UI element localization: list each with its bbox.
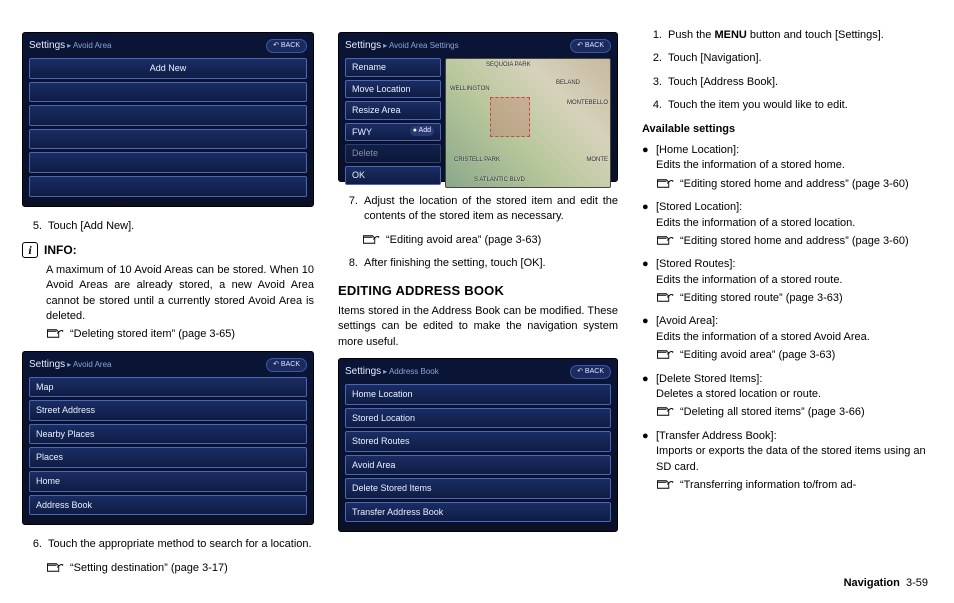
dev4-row: Avoid Area: [345, 455, 611, 476]
dev3-menu: Delete: [345, 144, 441, 163]
setting-name: [Stored Routes]:: [656, 257, 736, 272]
info-icon: i: [22, 242, 38, 258]
dev4-row: Home Location: [345, 384, 611, 405]
setting-xref: “Transferring information to/from ad-: [656, 478, 932, 493]
dev3-menu: Rename: [345, 58, 441, 77]
setting-xref: “Editing stored route” (page 3-63): [656, 291, 932, 306]
dev4-back-button: ↶ BACK: [570, 365, 611, 379]
dev2-row: Address Book: [29, 495, 307, 516]
fwy-badge: ● Add: [410, 126, 434, 136]
setting-name: [Avoid Area]:: [656, 314, 718, 329]
dev2-row: Nearby Places: [29, 424, 307, 445]
step-8: After finishing the setting, touch [OK].: [364, 256, 618, 271]
setting-xref: “Deleting all stored items” (page 3-66): [656, 405, 932, 420]
dev3-menu: Move Location: [345, 80, 441, 99]
step-6: Touch the appropriate method to search f…: [48, 537, 314, 552]
setting-desc: Edits the information of a stored route.: [656, 273, 932, 288]
steps-list: 1.Push the MENU button and touch [Settin…: [642, 28, 932, 114]
dev2-row: Home: [29, 471, 307, 492]
dev3-menu-fwy: FWY● Add: [345, 123, 441, 142]
heading-editing-address-book: EDITING ADDRESS BOOK: [338, 282, 618, 300]
xref-icon: [656, 478, 674, 491]
xref-icon: [656, 234, 674, 247]
setting-desc: Edits the information of a stored Avoid …: [656, 330, 932, 345]
dev2-row: Map: [29, 377, 307, 398]
setting-desc: Edits the information of a stored home.: [656, 158, 932, 173]
dev3-menu: OK: [345, 166, 441, 185]
xref-icon: [656, 348, 674, 361]
dev2-row: Places: [29, 447, 307, 468]
setting-desc: Deletes a stored location or route.: [656, 387, 932, 402]
page-footer: Navigation 3-59: [844, 577, 928, 589]
xref-icon: [656, 405, 674, 418]
step-4: Touch the item you would like to edit.: [668, 98, 932, 113]
setting-name: [Stored Location]:: [656, 200, 742, 215]
setting-name: [Home Location]:: [656, 143, 739, 158]
dev1-sub: ▸ Avoid Area: [67, 41, 111, 50]
dev1-row: [29, 82, 307, 103]
dev3-menu: Resize Area: [345, 101, 441, 120]
xref-setting-destination: “Setting destination” (page 3-17): [46, 561, 314, 576]
screenshot-avoid-area-settings: Settings▸ Avoid Area Settings ↶ BACK Ren…: [338, 32, 618, 182]
dev3-back-button: ↶ BACK: [570, 39, 611, 53]
step-3: Touch [Address Book].: [668, 75, 932, 90]
xref-icon: [656, 177, 674, 190]
dev1-row: [29, 105, 307, 126]
setting-name: [Transfer Address Book]:: [656, 429, 777, 444]
setting-desc: Edits the information of a stored locati…: [656, 216, 932, 231]
xref-icon: [362, 233, 380, 246]
screenshot-address-book: Settings▸ Address Book ↶ BACK Home Locat…: [338, 358, 618, 533]
dev1-row: [29, 176, 307, 197]
info-text: A maximum of 10 Avoid Areas can be store…: [22, 263, 314, 325]
setting-xref: “Editing avoid area” (page 3-63): [656, 348, 932, 363]
xref-icon: [46, 327, 64, 340]
dev1-row-addnew: Add New: [29, 58, 307, 79]
dev2-back-button: ↶ BACK: [266, 358, 307, 372]
dev1-back-button: ↶ BACK: [266, 39, 307, 53]
step-1: Push the MENU button and touch [Settings…: [668, 28, 932, 43]
dev3-map: SEQUOIA PARK WELLINGTON BELAND MONTEBELL…: [445, 58, 611, 188]
available-settings-list: ●[Home Location]:Edits the information o…: [642, 143, 932, 493]
xref-icon: [656, 291, 674, 304]
dev1-row: [29, 152, 307, 173]
editing-intro: Items stored in the Address Book can be …: [338, 304, 618, 350]
info-label: INFO:: [44, 242, 77, 259]
dev2-row: Street Address: [29, 400, 307, 421]
xref-delete-stored: “Deleting stored item” (page 3-65): [46, 327, 314, 342]
step-2: Touch [Navigation].: [668, 51, 932, 66]
dev4-row: Delete Stored Items: [345, 478, 611, 499]
screenshot-avoid-area-empty: Settings▸ Avoid Area ↶ BACK Add New: [22, 32, 314, 207]
xref-editing-avoid: “Editing avoid area” (page 3-63): [362, 233, 618, 248]
available-settings-label: Available settings: [642, 122, 932, 137]
dev1-title: Settings: [29, 40, 65, 51]
xref-icon: [46, 561, 64, 574]
dev4-row: Stored Location: [345, 408, 611, 429]
setting-desc: Imports or exports the data of the store…: [656, 444, 932, 475]
screenshot-avoid-area-search: Settings▸ Avoid Area ↶ BACK Map Street A…: [22, 351, 314, 526]
setting-name: [Delete Stored Items]:: [656, 372, 762, 387]
dev4-row: Transfer Address Book: [345, 502, 611, 523]
setting-xref: “Editing stored home and address” (page …: [656, 177, 932, 192]
step-5: Touch [Add New].: [48, 219, 314, 234]
dev1-row: [29, 129, 307, 150]
dev4-row: Stored Routes: [345, 431, 611, 452]
info-header: i INFO:: [22, 242, 314, 259]
setting-xref: “Editing stored home and address” (page …: [656, 234, 932, 249]
step-7: Adjust the location of the stored item a…: [364, 194, 618, 225]
